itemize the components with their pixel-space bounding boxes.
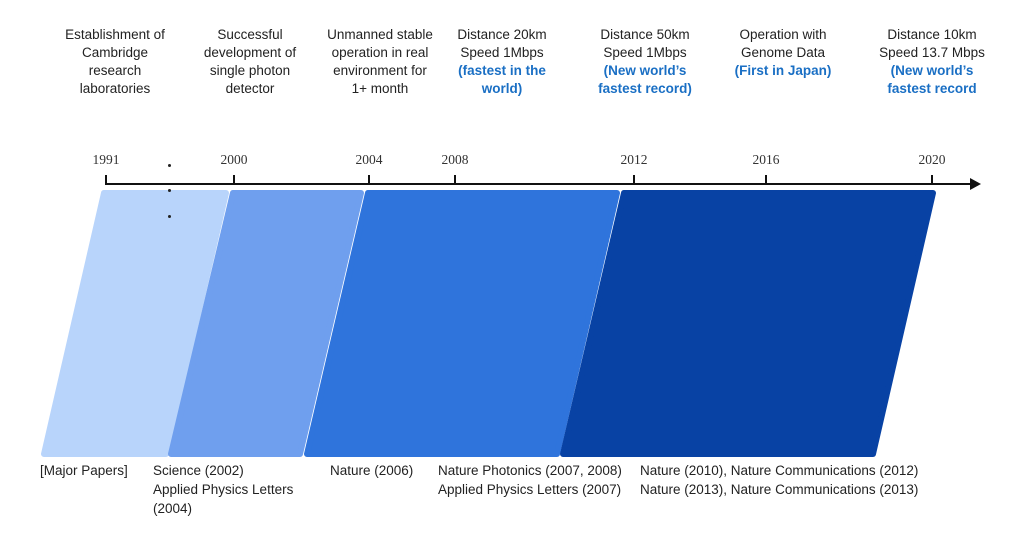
year-label: 2016 [752,152,780,167]
year-label: 2008 [441,152,469,167]
year-label: 2020 [918,152,946,167]
ellipsis-dot [168,189,171,192]
milestone-highlight-line: (fastest in the [458,63,546,78]
milestone-text-line: Establishment of [65,27,165,42]
milestone-text-line: operation in real [331,45,429,60]
milestone-7: Distance 10km Speed 13.7 Mbps (New world’s… [862,26,1002,98]
milestone-text-line: Cambridge [81,45,149,60]
milestone-text-line: Speed 13.7 Mbps [879,45,985,60]
papers-label: [Major Papers] [40,463,128,478]
papers-group-2: Nature (2006) [330,461,413,480]
paper-citation: Science (2002) [153,463,244,478]
milestone-highlight-line: (First in Japan) [734,63,832,78]
year-label: 2000 [220,152,248,167]
milestone-1: Establishment of Cambridge research laborat… [45,26,185,98]
milestone-highlight-line: fastest record) [598,81,692,96]
milestone-text-line: Genome Data [740,45,826,60]
phase-2000-2004 [168,190,364,457]
milestone-text-line: single photon [209,63,291,78]
milestone-6: Operation with Genome Data (First in Japan… [713,26,853,80]
milestone-text-line: environment for [333,63,427,78]
milestone-text-line: Speed 1Mbps [603,45,687,60]
milestone-text-line: research [88,63,142,78]
milestone-text-line: Unmanned stable [327,27,433,42]
milestone-text-line: Speed 1Mbps [460,45,544,60]
phase-2012-2020 [560,190,936,457]
milestone-5: Distance 50km Speed 1Mbps (New world’s fast… [575,26,715,98]
milestone-text-line: Distance 10km [887,27,977,42]
milestone-text-line: Distance 20km [457,27,547,42]
paper-citation: Applied Physics Letters [153,482,294,497]
year-label: 1991 [92,152,120,167]
papers-group-4: Nature (2010), Nature Communications (20… [640,461,918,499]
paper-citation: (2004) [153,501,193,516]
milestone-text-line: laboratories [79,81,151,96]
milestone-highlight-line: (New world’s [603,63,687,78]
milestone-text-line: development of [203,45,297,60]
milestone-3: Unmanned stable operation in real environm… [310,26,450,98]
year-label: 2004 [355,152,383,167]
year-label: 2012 [620,152,648,167]
milestone-text-line: Operation with [739,27,827,42]
milestone-text-line: Distance 50km [600,27,690,42]
papers-group-1: Science (2002) Applied Physics Letters (20… [153,461,293,518]
milestone-text-line: detector [225,81,275,96]
milestone-2: Successful development of single photon det… [180,26,320,98]
milestone-text-line: 1+ month [351,81,409,96]
paper-citation: Nature (2013), Nature Communications (20… [640,482,919,497]
milestone-highlight-line: (New world’s [890,63,974,78]
milestone-highlight-line: fastest record [887,81,977,96]
ellipsis-dot [168,164,171,167]
paper-citation: Nature Photonics (2007, 2008) [438,463,622,478]
milestone-highlight-line: world) [481,81,523,96]
phase-1991-2000 [41,190,229,457]
papers-group-3: Nature Photonics (2007, 2008) Applied Phy… [438,461,622,499]
axis-ticks [105,175,933,185]
phase-2004-2012 [304,190,620,457]
ellipsis-dot [168,215,171,218]
milestone-4: Distance 20km Speed 1Mbps (fastest in the w… [432,26,572,98]
milestone-text-line: Successful [217,27,283,42]
timeline-arrowhead [970,178,981,190]
paper-citation: Applied Physics Letters (2007) [438,482,622,497]
paper-citation: Nature (2010), Nature Communications (20… [640,463,919,478]
paper-citation: Nature (2006) [330,463,414,478]
